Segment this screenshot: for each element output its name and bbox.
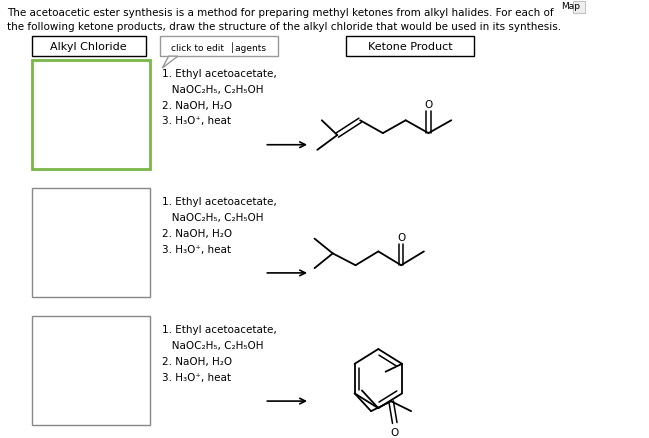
Text: Alkyl Chloride: Alkyl Chloride — [50, 42, 127, 52]
Bar — [32, 189, 151, 297]
Text: 2. NaOH, H₂O: 2. NaOH, H₂O — [162, 100, 232, 110]
Text: 1. Ethyl acetoacetate,: 1. Ethyl acetoacetate, — [162, 325, 277, 335]
Text: O: O — [391, 427, 399, 437]
Text: 3. H₃O⁺, heat: 3. H₃O⁺, heat — [162, 372, 231, 382]
Text: the following ketone products, draw the structure of the alkyl chloride that wou: the following ketone products, draw the … — [7, 21, 561, 32]
Text: Ketone Product: Ketone Product — [368, 42, 452, 52]
Bar — [572, 2, 585, 14]
Bar — [347, 37, 474, 57]
Text: O: O — [397, 232, 405, 242]
Text: 1. Ethyl acetoacetate,: 1. Ethyl acetoacetate, — [162, 69, 277, 79]
Text: The acetoacetic ester synthesis is a method for preparing methyl ketones from al: The acetoacetic ester synthesis is a met… — [7, 8, 554, 18]
Bar — [32, 61, 151, 169]
Bar — [32, 317, 151, 425]
Text: NaOC₂H₅, C₂H₅OH: NaOC₂H₅, C₂H₅OH — [162, 340, 263, 350]
Polygon shape — [162, 57, 178, 69]
Text: O: O — [424, 100, 433, 110]
Text: click to edit  │agents: click to edit │agents — [171, 42, 266, 53]
Text: 1. Ethyl acetoacetate,: 1. Ethyl acetoacetate, — [162, 197, 277, 207]
Text: 2. NaOH, H₂O: 2. NaOH, H₂O — [162, 356, 232, 366]
Bar — [160, 37, 278, 57]
Text: 3. H₃O⁺, heat: 3. H₃O⁺, heat — [162, 244, 231, 254]
Bar — [32, 37, 146, 57]
Text: NaOC₂H₅, C₂H₅OH: NaOC₂H₅, C₂H₅OH — [162, 212, 263, 223]
Text: NaOC₂H₅, C₂H₅OH: NaOC₂H₅, C₂H₅OH — [162, 85, 263, 95]
Text: 2. NaOH, H₂O: 2. NaOH, H₂O — [162, 228, 232, 238]
Text: Map: Map — [561, 2, 580, 11]
Text: 3. H₃O⁺, heat: 3. H₃O⁺, heat — [162, 116, 231, 126]
